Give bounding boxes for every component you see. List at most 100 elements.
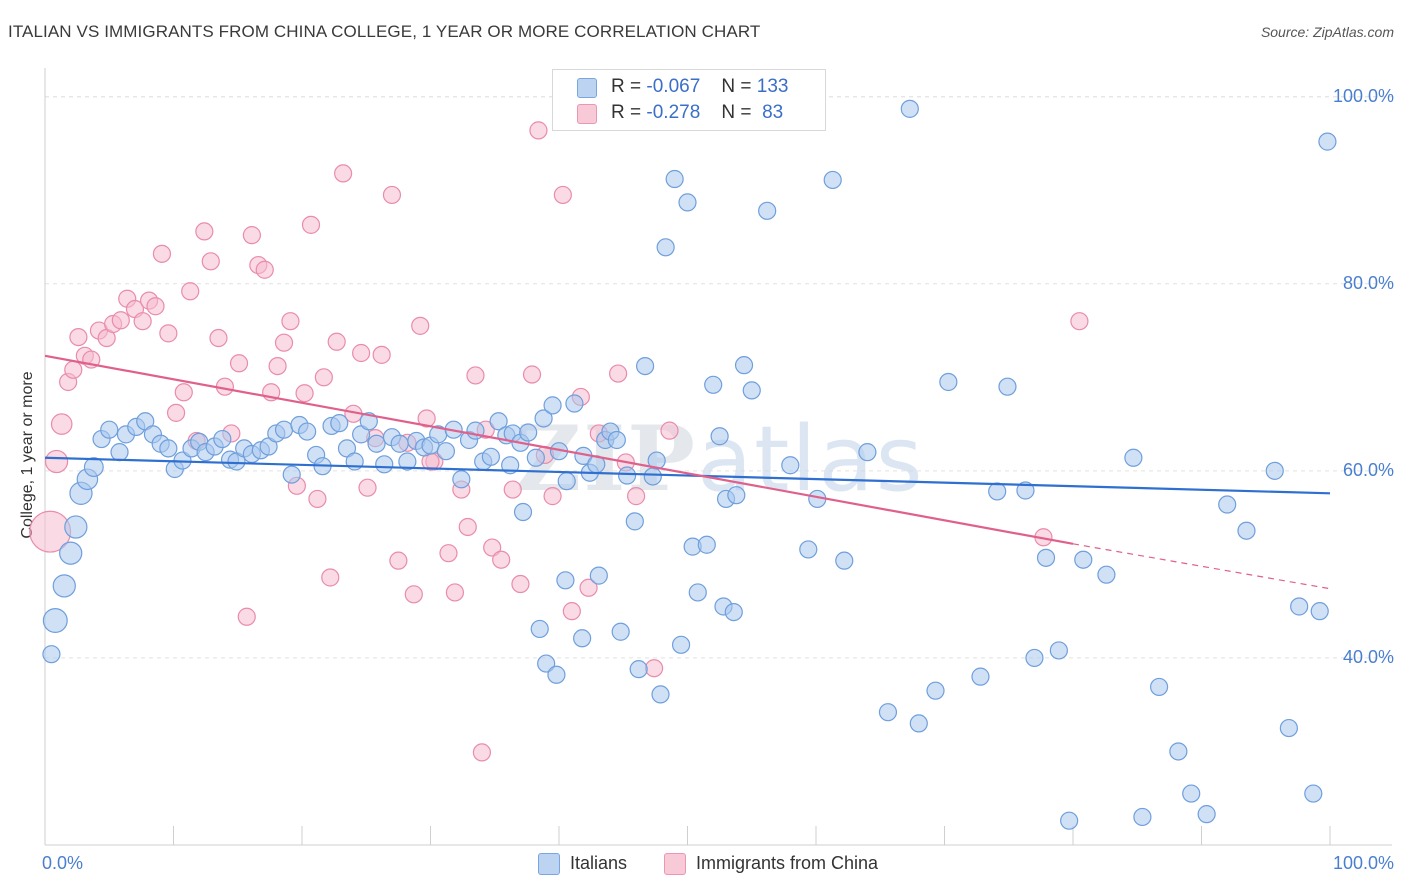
legend-swatch-italians bbox=[577, 78, 597, 98]
data-point-italians bbox=[1279, 718, 1298, 738]
data-point-china bbox=[174, 383, 193, 402]
data-point-china bbox=[382, 185, 402, 205]
data-point-italians bbox=[611, 622, 630, 641]
data-point-china bbox=[626, 487, 646, 506]
data-point-italians bbox=[734, 356, 754, 375]
legend-r-label: R = bbox=[611, 102, 642, 123]
data-point-italians bbox=[647, 451, 666, 470]
axes bbox=[44, 68, 1392, 846]
data-point-china bbox=[472, 743, 491, 762]
bottom-legend-swatch-china bbox=[664, 853, 686, 875]
data-point-china bbox=[111, 311, 130, 330]
data-point-china bbox=[268, 356, 287, 376]
data-point-china bbox=[352, 343, 371, 363]
data-point-china bbox=[439, 544, 458, 563]
correlation-legend: R = -0.067 N = 133 R = -0.278 N = 83 bbox=[552, 69, 826, 131]
data-point-china bbox=[195, 222, 214, 241]
y-tick-label: 60.0% bbox=[1342, 459, 1394, 480]
data-point-italians bbox=[1197, 805, 1216, 824]
data-point-china bbox=[529, 121, 548, 140]
trend-lines bbox=[44, 354, 1331, 590]
data-point-italians bbox=[100, 420, 119, 439]
data-point-italians bbox=[1290, 597, 1309, 616]
data-point-italians bbox=[59, 541, 83, 565]
data-point-italians bbox=[298, 422, 317, 441]
legend-n-value-italians: 133 bbox=[756, 76, 789, 97]
data-point-italians bbox=[557, 472, 576, 491]
data-point-italians bbox=[1097, 565, 1116, 584]
data-point-china bbox=[44, 449, 69, 474]
data-point-china bbox=[133, 312, 152, 331]
data-point-italians bbox=[390, 434, 409, 453]
bottom-legend-label-italians: Italians bbox=[570, 853, 628, 873]
data-point-italians bbox=[1036, 548, 1056, 567]
data-point-italians bbox=[330, 414, 349, 433]
data-point-china bbox=[492, 550, 511, 569]
bottom-legend-label-china: Immigrants from China bbox=[696, 853, 879, 873]
data-point-italians bbox=[758, 201, 777, 220]
data-point-italians bbox=[565, 394, 584, 413]
data-point-china bbox=[229, 354, 249, 373]
data-point-china bbox=[301, 215, 321, 234]
chart-title: ITALIAN VS IMMIGRANTS FROM CHINA COLLEGE… bbox=[8, 22, 761, 41]
data-point-italians bbox=[52, 574, 76, 598]
data-point-china bbox=[389, 551, 408, 570]
data-point-china bbox=[50, 413, 73, 435]
data-point-italians bbox=[858, 443, 877, 462]
data-point-china bbox=[644, 659, 664, 678]
data-point-china bbox=[255, 260, 274, 279]
data-point-italians bbox=[547, 665, 566, 684]
data-point-italians bbox=[704, 375, 723, 394]
gridlines bbox=[45, 96, 1392, 659]
data-point-italians bbox=[671, 635, 691, 654]
data-point-italians bbox=[83, 457, 104, 478]
data-point-italians bbox=[213, 429, 232, 449]
data-point-china bbox=[146, 297, 165, 316]
data-point-italians bbox=[1060, 811, 1079, 830]
data-point-italians bbox=[678, 193, 697, 212]
data-point-italians bbox=[909, 714, 928, 733]
data-point-italians bbox=[1318, 132, 1337, 151]
legend-swatch-china bbox=[577, 104, 597, 124]
data-point-china bbox=[64, 360, 83, 379]
data-point-italians bbox=[971, 667, 990, 686]
data-point-italians bbox=[643, 467, 662, 486]
data-point-italians bbox=[1169, 742, 1188, 761]
data-point-italians bbox=[1016, 481, 1035, 500]
data-point-china bbox=[543, 487, 562, 506]
data-point-china bbox=[314, 368, 333, 387]
data-point-italians bbox=[878, 703, 898, 722]
data-point-italians bbox=[537, 654, 556, 673]
data-point-china bbox=[201, 252, 220, 271]
data-point-china bbox=[181, 282, 200, 301]
data-point-italians bbox=[64, 515, 88, 539]
legend-r-value-china: -0.278 bbox=[646, 102, 701, 123]
data-point-italians bbox=[1074, 550, 1093, 569]
data-point-italians bbox=[1304, 784, 1323, 803]
legend-r-label: R = bbox=[611, 76, 642, 97]
data-point-china bbox=[609, 364, 628, 383]
data-point-china bbox=[166, 403, 186, 422]
data-point-china bbox=[295, 384, 314, 403]
data-point-china bbox=[411, 316, 430, 335]
bottom-legend-swatch-italians bbox=[538, 853, 560, 875]
x-tick-label: 100.0% bbox=[1332, 853, 1394, 873]
data-point-italians bbox=[939, 372, 958, 392]
data-point-italians bbox=[926, 681, 945, 700]
trend-line-italians bbox=[44, 456, 1331, 495]
data-point-china bbox=[209, 328, 228, 348]
data-point-china bbox=[579, 578, 598, 597]
data-point-italians bbox=[1237, 521, 1256, 540]
data-point-china bbox=[553, 185, 572, 205]
data-point-china bbox=[159, 324, 178, 343]
legend-n-label: N = bbox=[721, 102, 752, 123]
data-point-china bbox=[511, 574, 530, 594]
data-point-italians bbox=[629, 660, 648, 679]
data-point-italians bbox=[727, 486, 746, 505]
data-point-china bbox=[404, 585, 423, 604]
data-point-china bbox=[445, 583, 465, 602]
data-point-china bbox=[466, 366, 485, 385]
legend-n-label: N = bbox=[721, 76, 752, 97]
y-tick-label: 40.0% bbox=[1342, 646, 1394, 667]
